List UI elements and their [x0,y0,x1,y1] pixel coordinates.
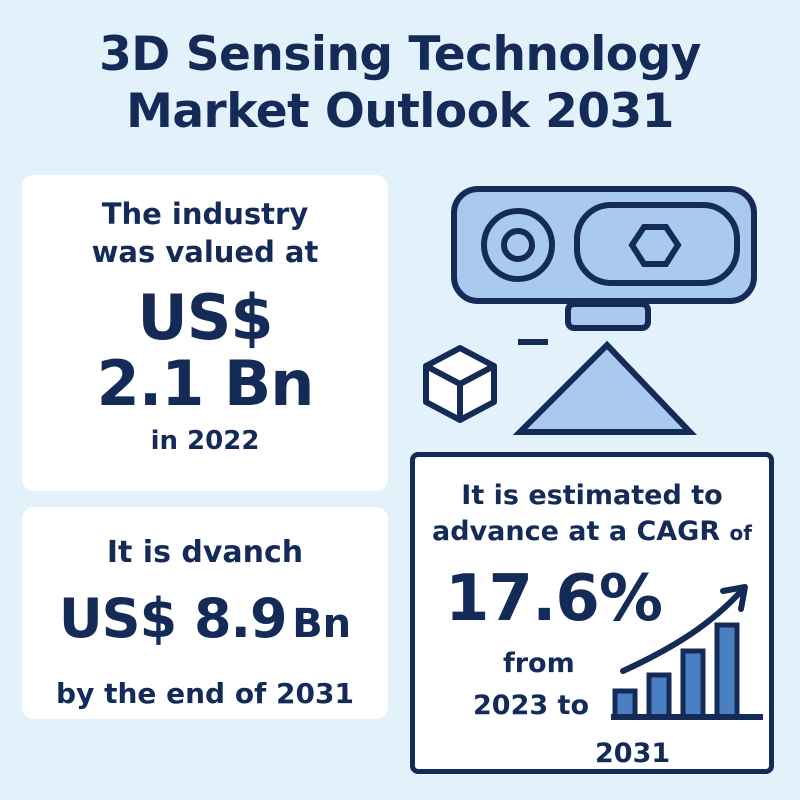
cagr-percent: 17.6% [445,562,663,636]
cagr-intro-text: advance at a CAGR [432,516,721,547]
trend-arrow-icon [620,584,748,674]
cube-icon [423,345,497,423]
cagr-intro-line-1: It is estimated to [461,480,723,511]
cagr-end-year: 2031 [595,738,671,769]
cagr-intro-suffix: of [729,521,752,545]
title-line-1: 3D Sensing Technology [99,27,701,82]
cagr-intro-line-2: advance at a CAGR of [415,515,769,550]
valuation-2022-card: The industry was valued at US$ 2.1 Bn in… [22,175,388,491]
cagr-card: It is estimated to advance at a CAGR of … [410,452,774,774]
forecast-intro: It is dvanch [106,535,304,570]
cagr-from-label: from [503,648,575,679]
valuation-intro-line-1: The industry [101,197,309,231]
valuation-year: in 2022 [150,426,260,456]
forecast-amount: US$ 8.9 [58,587,288,650]
page-title: 3D Sensing Technology Market Outlook 203… [0,26,800,140]
forecast-period: by the end of 2031 [56,677,354,710]
valuation-currency: US$ [137,281,273,354]
valuation-amount: 2.1 Bn [96,347,315,420]
growth-bar-chart-icon [611,584,763,720]
3d-camera-sensor-icon [423,186,757,435]
valuation-intro-line-2: was valued at [91,235,319,269]
title-line-2: Market Outlook 2031 [126,84,674,139]
forecast-unit: Bn [292,601,352,647]
forecast-value: US$ 8.9 Bn [22,589,388,662]
cagr-start-year: 2023 to [473,690,590,721]
forecast-2031-card: It is dvanch US$ 8.9 Bn by the end of 20… [22,507,388,719]
